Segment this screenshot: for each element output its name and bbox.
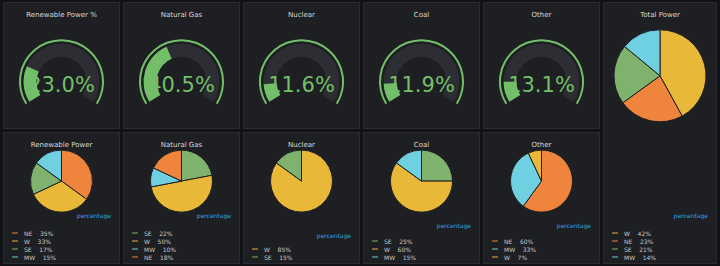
svg-text:NE 60%: NE 60% [504,238,534,245]
svg-text:W 60%: W 60% [384,246,411,253]
svg-text:percentage: percentage [197,212,231,220]
svg-text:MW 14%: MW 14% [624,254,656,261]
svg-text:NE 35%: NE 35% [24,230,54,237]
svg-text:percentage: percentage [317,232,351,240]
svg-text:MW 15%: MW 15% [24,254,56,261]
svg-text:W 42%: W 42% [624,230,651,237]
svg-text:Coal: Coal [414,11,429,19]
svg-text:NE 18%: NE 18% [144,254,174,261]
svg-text:percentage: percentage [77,212,111,220]
svg-text:Total Power: Total Power [639,11,680,19]
svg-text:MW 33%: MW 33% [504,246,536,253]
svg-text:NE 23%: NE 23% [624,238,654,245]
svg-text:11.6%: 11.6% [268,72,335,97]
svg-text:percentage: percentage [557,222,591,230]
svg-text:SE 22%: SE 22% [144,230,173,237]
svg-text:SE 25%: SE 25% [384,238,413,245]
svg-text:Other: Other [532,11,552,19]
svg-text:SE 21%: SE 21% [624,246,653,253]
svg-text:SE 15%: SE 15% [264,254,293,261]
svg-text:Natural Gas: Natural Gas [161,141,203,149]
svg-text:W 33%: W 33% [24,238,51,245]
svg-text:Renewable Power %: Renewable Power % [26,11,97,19]
svg-text:Renewable Power: Renewable Power [31,141,93,149]
svg-text:Nuclear: Nuclear [288,141,315,149]
svg-text:W 85%: W 85% [264,246,291,253]
svg-text:Coal: Coal [414,141,429,149]
svg-text:Nuclear: Nuclear [288,11,315,19]
svg-text:MW 15%: MW 15% [384,254,416,261]
svg-text:Other: Other [532,141,552,149]
svg-text:MW 10%: MW 10% [144,246,176,253]
svg-text:percentage: percentage [437,222,471,230]
svg-text:13.1%: 13.1% [508,72,575,97]
svg-text:percentage: percentage [674,212,708,220]
svg-text:W 7%: W 7% [504,254,527,261]
svg-text:40.5%: 40.5% [148,72,215,97]
svg-text:23.0%: 23.0% [28,72,95,97]
svg-text:11.9%: 11.9% [388,72,455,97]
svg-text:W 50%: W 50% [144,238,171,245]
svg-text:Natural Gas: Natural Gas [161,11,203,19]
svg-text:SE 17%: SE 17% [24,246,53,253]
